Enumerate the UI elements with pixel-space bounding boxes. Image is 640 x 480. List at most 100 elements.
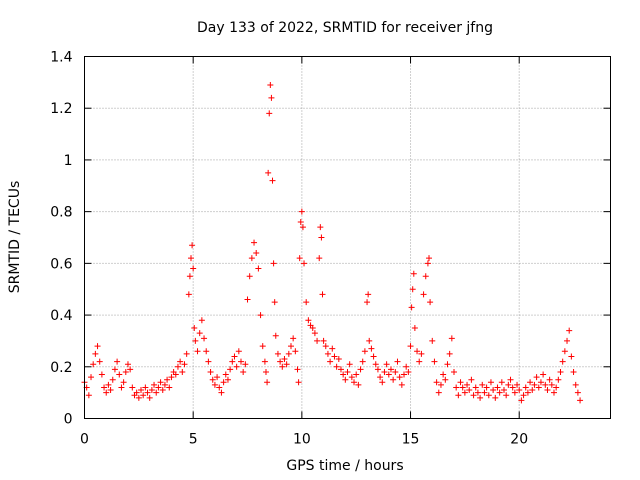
data-point [410,270,417,277]
data-point [494,384,501,391]
data-point [188,255,195,262]
data-point [374,366,381,373]
data-point [533,374,540,381]
data-point [138,387,145,394]
data-point [520,392,527,399]
data-point [319,291,326,298]
data-point [251,239,258,246]
data-point [118,384,125,391]
data-point [485,392,492,399]
data-point [416,358,423,365]
data-point [272,332,279,339]
data-points [81,81,584,404]
data-point [185,291,192,298]
data-point [448,335,455,342]
data-point [459,384,466,391]
data-point [177,358,184,365]
data-point [566,327,573,334]
data-point [492,394,499,401]
data-point [224,376,231,383]
data-point [198,317,205,324]
data-point [344,368,351,375]
data-point [317,224,324,231]
x-tick-label: 20 [510,432,528,448]
data-point [322,343,329,350]
data-point [414,348,421,355]
data-point [572,381,579,388]
data-point [514,381,521,388]
data-point [203,348,210,355]
y-tick-label: 0.2 [50,360,72,376]
data-point [161,381,168,388]
data-point [527,379,534,386]
data-point [518,397,525,404]
data-point [407,343,414,350]
data-point [355,381,362,388]
data-point [189,242,196,249]
data-point [431,358,438,365]
data-point [295,379,302,386]
data-point [140,392,147,399]
data-point [103,389,110,396]
data-point [418,350,425,357]
data-point [398,381,405,388]
data-point [294,366,301,373]
data-point [420,291,427,298]
data-point [481,389,488,396]
data-point [329,345,336,352]
data-point [394,358,401,365]
data-point [303,299,310,306]
data-point [209,376,216,383]
data-point [503,392,510,399]
y-tick-label: 1.2 [50,101,72,117]
data-point [181,361,188,368]
data-point [268,94,275,101]
data-point [229,358,236,365]
data-point [574,389,581,396]
data-point [220,379,227,386]
data-point [142,384,149,391]
data-point [311,330,318,337]
data-point [222,371,229,378]
data-point [387,366,394,373]
data-point [435,389,442,396]
data-point [427,299,434,306]
data-point [235,348,242,355]
data-point [550,389,557,396]
data-point [390,376,397,383]
data-point [342,376,349,383]
data-point [111,366,118,373]
data-point [255,265,262,272]
data-point [218,389,225,396]
data-point [500,387,507,394]
data-point [207,368,214,375]
data-point [540,371,547,378]
data-point [531,381,538,388]
data-point [159,387,166,394]
data-point [401,371,408,378]
data-point [285,350,292,357]
data-point [409,286,416,293]
data-point [242,361,249,368]
data-point [555,376,562,383]
data-point [426,255,433,262]
data-point [331,353,338,360]
data-point [461,389,468,396]
data-point [365,291,372,298]
data-point [201,335,208,342]
data-point [124,361,131,368]
data-point [174,363,181,370]
data-point [155,384,162,391]
data-point [544,387,551,394]
data-point [368,345,375,352]
data-point [271,299,278,306]
data-point [196,330,203,337]
data-point [133,389,140,396]
data-point [259,343,266,350]
data-point [314,337,321,344]
data-point [379,379,386,386]
data-point [548,381,555,388]
data-point [309,325,316,331]
data-point [283,361,290,368]
